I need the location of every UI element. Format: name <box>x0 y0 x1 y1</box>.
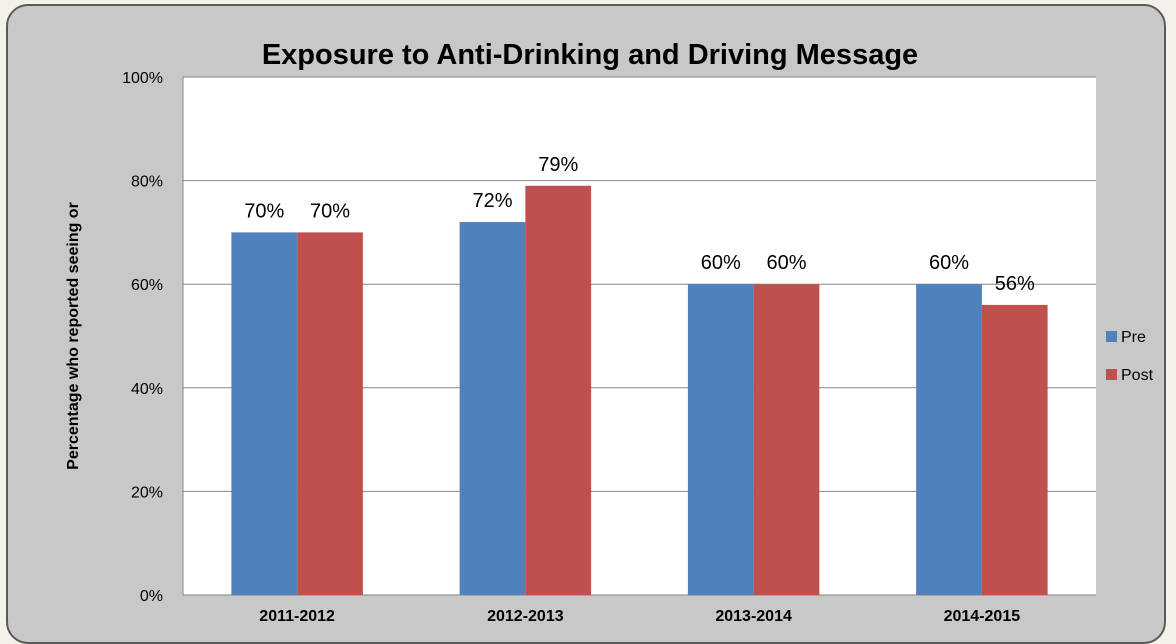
data-label: 56% <box>995 273 1035 295</box>
x-axis-categories: 2011-2012 2012-2013 2013-2014 2014-2015 <box>259 608 1020 625</box>
data-label: 60% <box>701 252 741 274</box>
data-label: 60% <box>766 252 806 274</box>
x-category-label: 2013-2014 <box>715 608 792 625</box>
y-tick-label: 0% <box>140 588 163 605</box>
x-category-label: 2014-2015 <box>944 608 1021 625</box>
legend-swatch-pre <box>1106 331 1117 342</box>
data-label: 60% <box>929 252 969 274</box>
y-tick-label: 100% <box>122 70 163 87</box>
y-tick-label: 40% <box>131 381 163 398</box>
x-category-label: 2012-2013 <box>487 608 564 625</box>
y-axis-ticks: 0% 20% 40% 60% 80% 100% <box>122 70 163 605</box>
data-labels: 70% 70% 72% 79% 60% 60% 60% 56% <box>244 154 1035 295</box>
bar-post <box>297 232 363 595</box>
y-axis-label: Percentage who reported seeing or <box>65 202 82 470</box>
chart-title: Exposure to Anti-Drinking and Driving Me… <box>262 39 918 71</box>
y-tick-label: 80% <box>131 174 163 191</box>
bar-pre <box>231 232 298 595</box>
bar-pre <box>916 284 982 595</box>
legend-swatch-post <box>1106 369 1117 380</box>
legend-label-post: Post <box>1121 367 1154 384</box>
data-label: 70% <box>244 200 284 222</box>
bar-chart: 70% 70% 72% 79% 60% 60% 60% 56% 0% 20% 40% 60% 80% 1… <box>65 39 1154 625</box>
bar-post <box>981 304 1048 595</box>
bars <box>231 185 1048 596</box>
legend: Pre Post <box>1106 329 1154 384</box>
y-tick-label: 60% <box>131 277 163 294</box>
data-label: 70% <box>310 200 350 222</box>
bar-pre <box>459 222 526 596</box>
bar-post <box>753 284 820 595</box>
data-label: 79% <box>538 154 578 176</box>
legend-label-pre: Pre <box>1121 329 1146 346</box>
bar-post <box>525 185 592 595</box>
chart-stage: 70% 70% 72% 79% 60% 60% 60% 56% 0% 20% 40% 60% 80% 1… <box>6 4 1166 644</box>
bar-pre <box>687 284 754 595</box>
y-tick-label: 20% <box>131 484 163 501</box>
x-category-label: 2011-2012 <box>259 608 335 625</box>
data-label: 72% <box>472 190 512 212</box>
